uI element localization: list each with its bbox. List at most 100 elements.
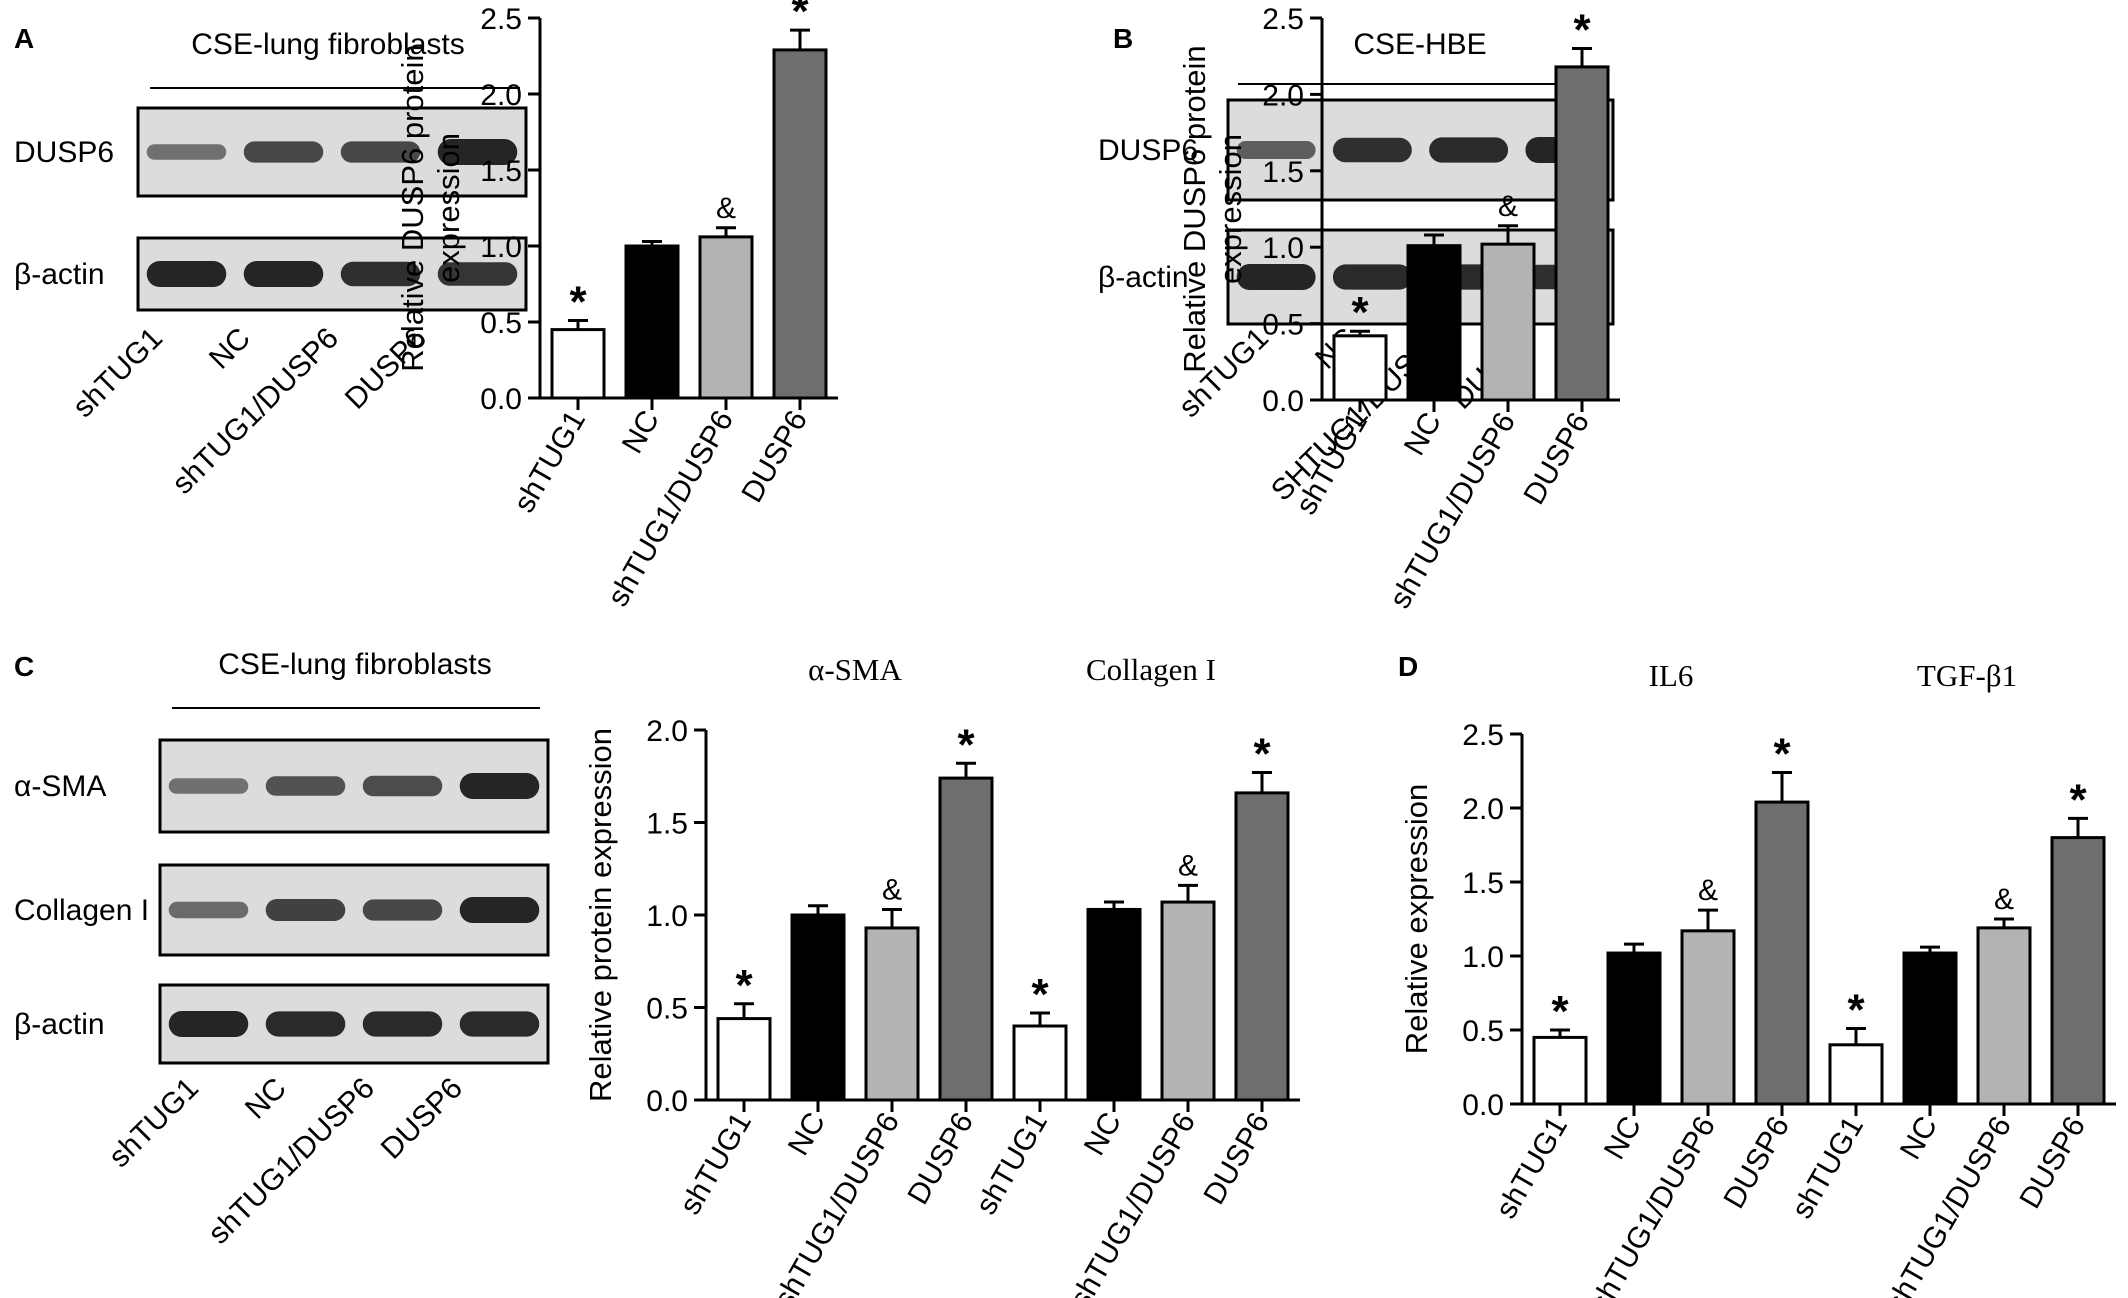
y-tick-label: 1.5 [646,808,688,841]
significance-mark: * [1253,730,1271,779]
chart-C: 0.0 0.5 1.0 1.5 2.0 Relative protein expressi… [583,652,1300,1298]
blot-band [1332,137,1412,163]
blot-title-C: CSE-lung fibroblasts [218,648,491,681]
bar [1902,951,1958,1106]
category-label: NC [1398,407,1448,461]
y-tick-label: 1.5 [1262,156,1304,189]
significance-mark: * [1031,970,1049,1019]
bar [1976,926,2032,1106]
significance-mark: * [1351,288,1369,337]
category-label: shTUG1 [970,1107,1054,1220]
category-label: DUSP6 [1517,407,1596,510]
group-title: α-SMA [808,652,902,687]
y-tick-label: 0.0 [646,1085,688,1118]
category-label: NC [1078,1107,1128,1161]
y-tick-label: 0.0 [480,383,522,416]
group-title: TGF-β1 [1917,658,2017,693]
blot-row-label: α-SMA [14,770,106,803]
y-axis-label: Relative DUSP6 proteinexpression [395,44,466,371]
bar [1754,800,1810,1106]
y-tick-label: 1.5 [1462,867,1504,900]
significance-mark: * [1573,6,1591,55]
y-axis-label: Relative DUSP6 proteinexpression [1177,45,1248,372]
bar [1160,900,1216,1102]
y-axis-label-line: Relative DUSP6 protein [395,44,430,371]
significance-mark: * [1847,986,1865,1035]
significance-mark: & [716,192,736,225]
y-tick-label: 1.5 [480,155,522,188]
blot-band [340,261,421,287]
y-axis-label-line: expression [1213,134,1248,284]
blot-row-label: β-actin [14,258,105,291]
blot-band [168,901,249,919]
blot-band [243,141,324,163]
y-tick-label: 2.5 [480,3,522,36]
bar [716,1017,772,1102]
category-label: DUSP6 [1197,1107,1276,1210]
category-label: shTUG1 [508,405,592,518]
significance-mark: * [1551,987,1569,1036]
blot-row-label: DUSP6 [14,136,114,169]
y-tick-label: 2.0 [1262,79,1304,112]
y-tick-label: 2.0 [480,79,522,112]
bar [550,328,606,400]
panel-letter-C: C [14,651,34,682]
significance-mark: * [2069,775,2087,824]
lane-label: shTUG1 [103,1072,205,1174]
bar [772,48,828,400]
blot-band [146,144,227,160]
lane-label: DUSP6 [375,1072,469,1166]
category-label: NC [1894,1111,1944,1165]
y-axis-label-line: expression [431,133,466,283]
bar [1606,951,1662,1106]
y-tick-label: 0.5 [1262,309,1304,342]
significance-mark: * [569,277,587,326]
blot-band [362,1011,443,1037]
significance-mark: & [1994,883,2014,916]
blot-band [265,776,346,796]
bar [624,244,680,400]
blot-band [1332,264,1412,290]
blot-band [1429,137,1509,163]
category-label: DUSP6 [1717,1111,1796,1214]
y-tick-label: 2.5 [1262,3,1304,36]
bar [1406,244,1462,402]
blot-row-label: DUSP6 [1098,134,1198,167]
blot-band [340,141,421,163]
blot-band [265,899,346,921]
blot-band [459,1011,540,1037]
bar [2050,836,2106,1106]
category-label: DUSP6 [735,405,814,508]
bar [698,235,754,400]
lane-label: shTUG1 [67,322,169,424]
blot-band [459,773,540,799]
significance-mark: & [1178,849,1198,882]
blot-band [362,899,443,921]
blot-band [265,1011,346,1037]
category-label: DUSP6 [2013,1111,2092,1214]
bar [1332,334,1388,402]
bar [1086,907,1142,1102]
category-label: shTUG1 [674,1107,758,1220]
significance-mark: * [1773,729,1791,778]
y-tick-label: 0.0 [1262,385,1304,418]
y-tick-label: 0.5 [646,993,688,1026]
blot-row-label: β-actin [1098,261,1189,294]
significance-mark: & [882,873,902,906]
significance-mark: & [1698,874,1718,907]
bar [1554,65,1610,402]
y-tick-label: 2.0 [646,715,688,748]
blot-title-B: CSE-HBE [1353,28,1486,61]
significance-mark: & [1498,190,1518,223]
blot-row-label: Collagen I [14,894,149,927]
y-tick-label: 1.0 [1462,941,1504,974]
category-label: shTUG1 [1786,1111,1870,1224]
chart-D: 0.0 0.5 1.0 1.5 2.0 2.5 Relative expression * & *… [1399,658,2116,1298]
y-axis-label-line: Relative DUSP6 protein [1177,45,1212,372]
lane-label: shTUG1/DUSP6 [166,322,345,501]
bar [1480,242,1536,402]
blot-band [1236,141,1316,159]
lane-label: shTUG1/DUSP6 [202,1072,381,1251]
category-label: DUSP6 [901,1107,980,1210]
